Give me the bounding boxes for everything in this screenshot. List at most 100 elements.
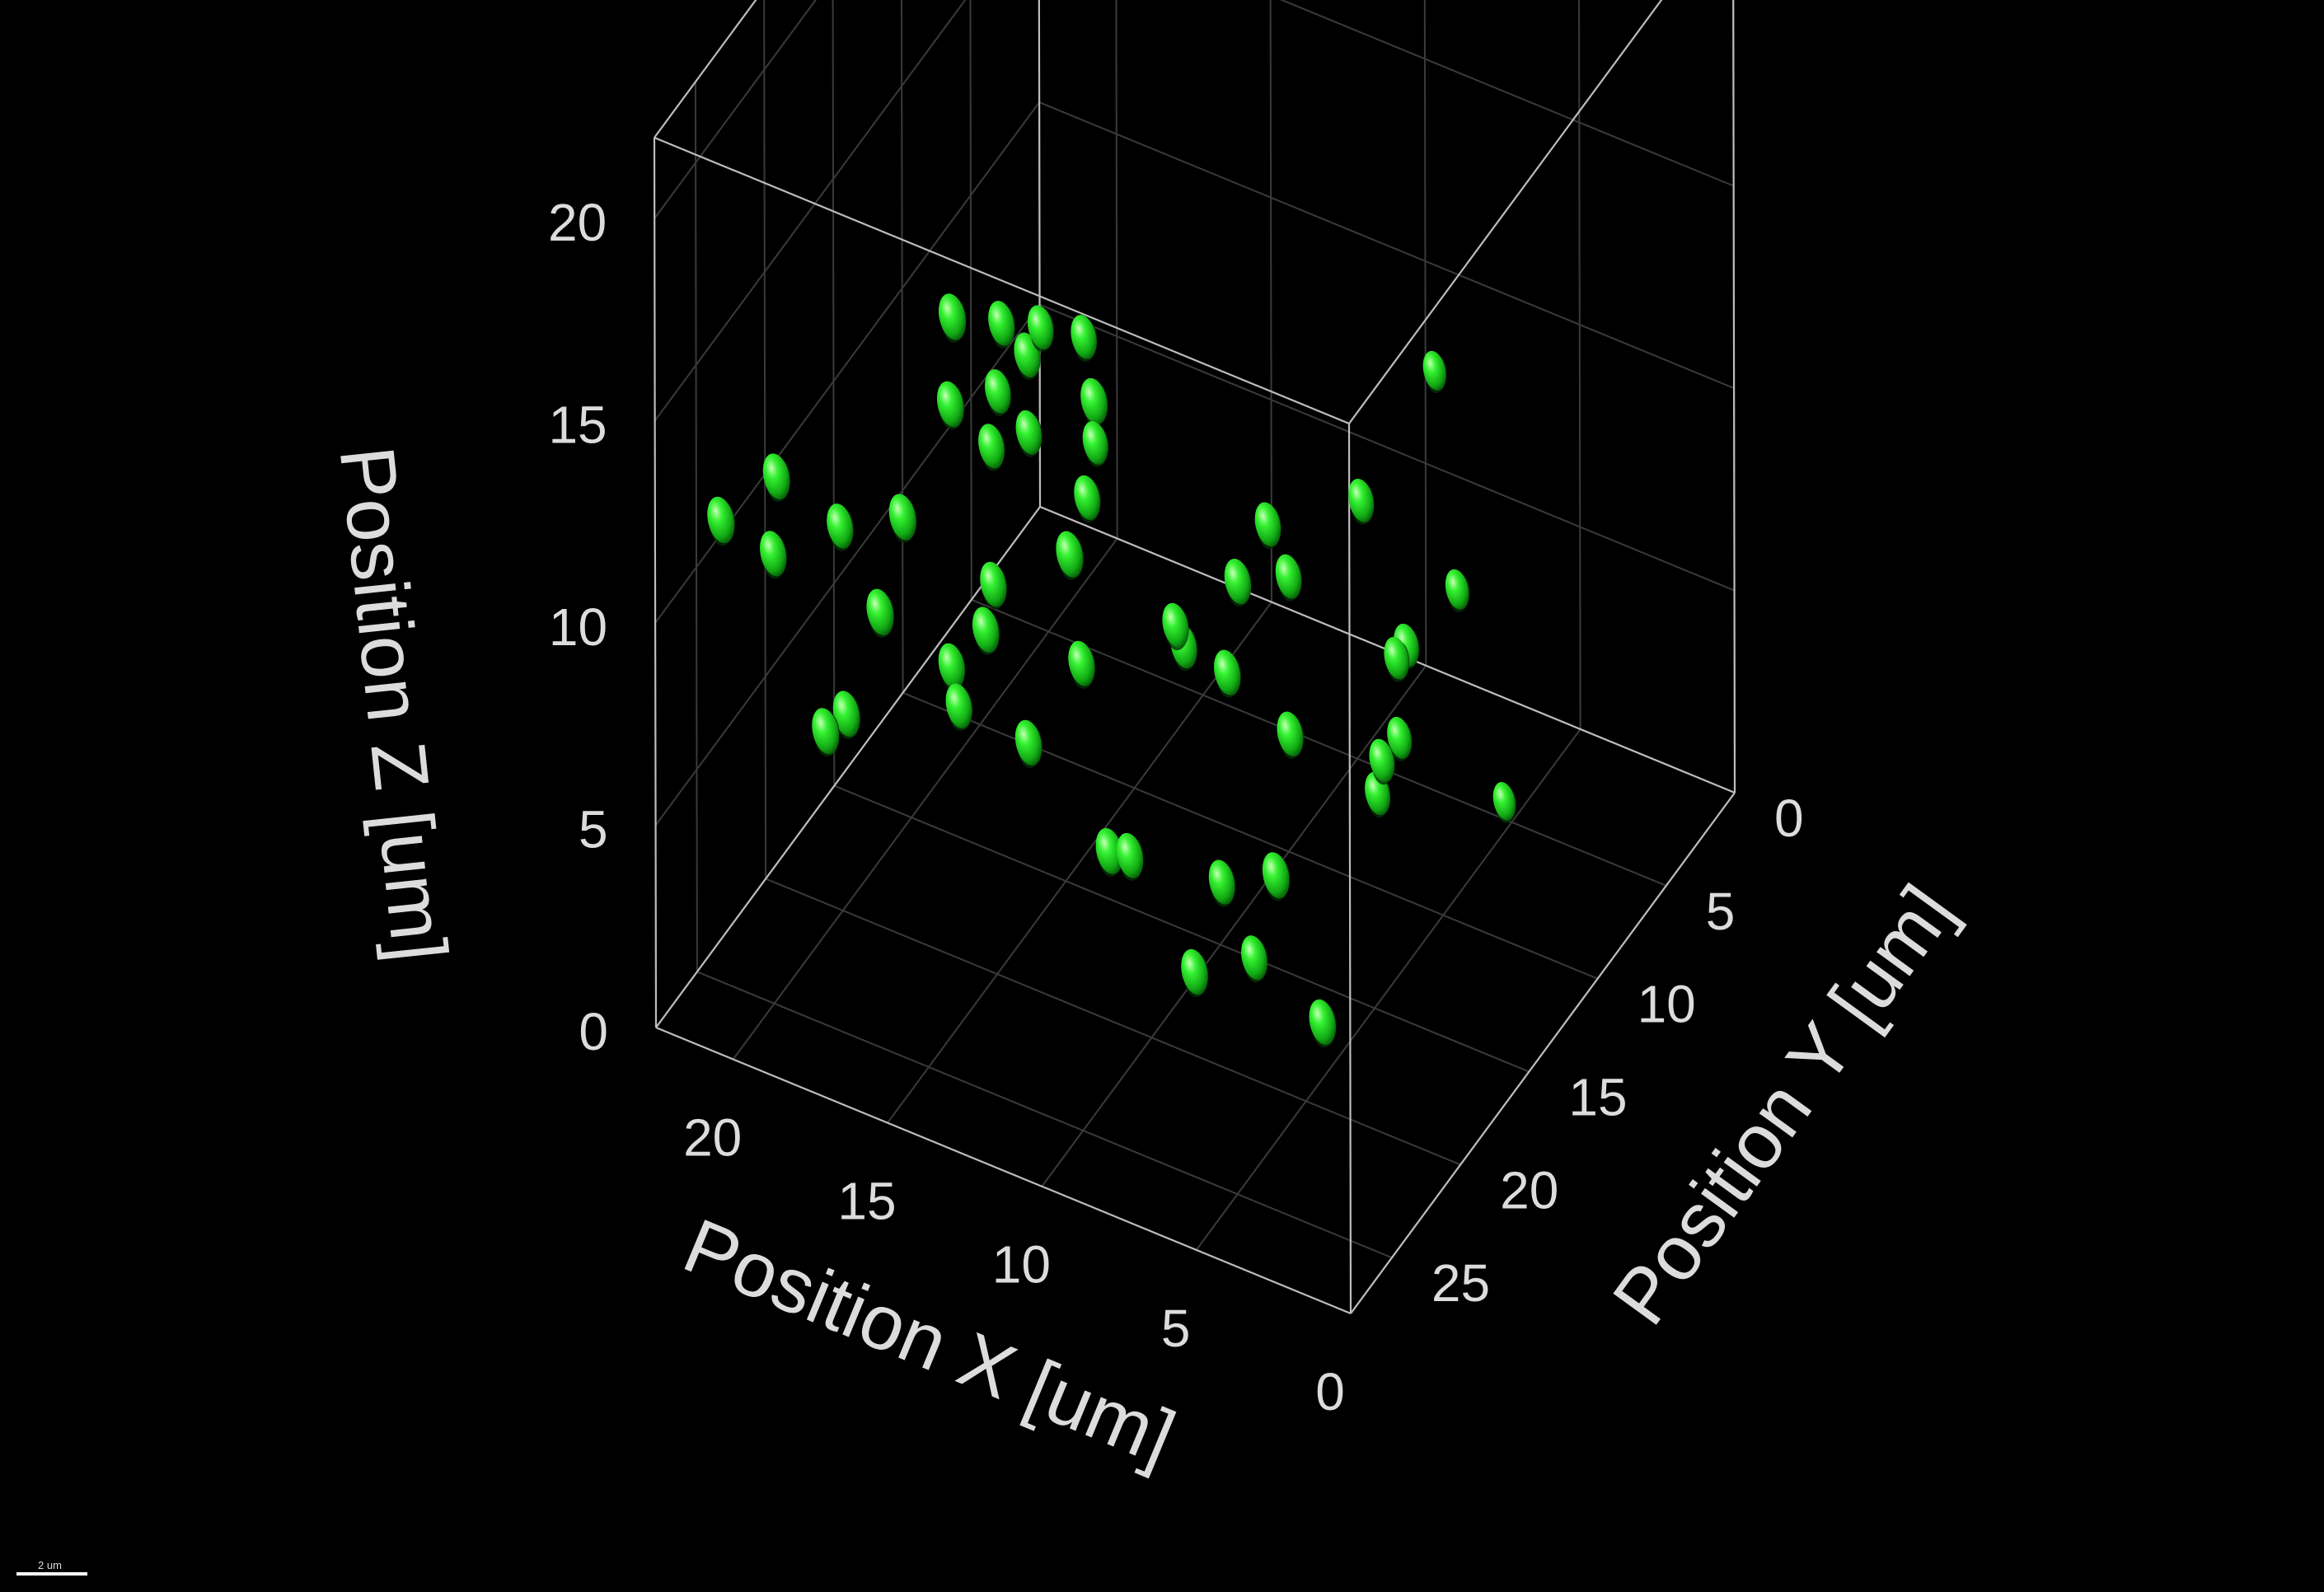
grid-line-back-x: [1115, 0, 1118, 539]
y-tick-label: 25: [1431, 1253, 1490, 1313]
box-edge: [655, 1026, 1352, 1315]
x-tick-label: 5: [1161, 1299, 1191, 1358]
data-point-marker: [938, 293, 967, 340]
data-point-marker: [978, 424, 1005, 469]
scale-bar: 2 um: [16, 1559, 87, 1576]
data-point-marker: [1348, 478, 1375, 522]
data-point-25: [1080, 377, 1108, 427]
data-point-3: [812, 708, 840, 757]
data-point-0: [760, 531, 787, 579]
data-point-7: [888, 494, 917, 543]
grid-line-floor-x: [1041, 665, 1427, 1187]
data-points: [707, 293, 1516, 1048]
data-point-22: [1082, 421, 1109, 467]
data-point-marker: [1116, 832, 1144, 878]
data-point-marker: [1162, 602, 1189, 649]
data-point-12: [938, 293, 967, 343]
grid-line-side-y: [694, 82, 698, 972]
data-point-marker: [1082, 421, 1108, 465]
y-tick-label: 10: [1638, 975, 1696, 1034]
data-point-marker: [707, 496, 735, 544]
data-point-44: [1384, 636, 1410, 682]
data-point-17: [972, 606, 1000, 656]
data-point-20: [984, 369, 1012, 416]
z-tick-label: 10: [549, 597, 607, 657]
data-point-marker: [984, 369, 1011, 414]
grid-line-back-z: [1039, 303, 1735, 592]
data-point-marker: [1068, 640, 1095, 686]
data-point-43: [1369, 738, 1395, 785]
data-point-marker: [1275, 554, 1302, 599]
data-point-4: [832, 691, 860, 740]
data-point-33: [1213, 649, 1241, 698]
data-point-marker: [1369, 738, 1395, 783]
data-point-39: [1348, 478, 1375, 525]
grid-line-back-x: [1269, 0, 1272, 602]
data-point-34: [1241, 935, 1268, 983]
data-point-13: [980, 561, 1007, 610]
data-point-9: [945, 683, 973, 732]
data-point-47: [1445, 569, 1470, 612]
data-point-21: [1071, 315, 1098, 362]
grid-line-floor-x: [1195, 728, 1581, 1251]
data-point-10: [936, 381, 965, 430]
grid-line-side-z: [654, 0, 967, 422]
data-point-marker: [1492, 781, 1516, 821]
scale-bar-label: 2 um: [38, 1559, 62, 1571]
y-tick-label: 5: [1706, 882, 1736, 941]
data-point-23: [1074, 475, 1101, 523]
data-point-15: [988, 301, 1015, 349]
grid-line-back-z: [1038, 101, 1735, 390]
grid-line-floor-y: [833, 784, 1530, 1073]
box-edge: [655, 506, 1041, 1028]
data-point-marker: [1277, 711, 1304, 757]
data-point-marker: [888, 494, 916, 541]
data-point-marker: [1254, 502, 1281, 547]
data-point-28: [1116, 832, 1144, 881]
z-tick-label: 20: [548, 193, 607, 252]
data-point-31: [1181, 948, 1209, 998]
data-point-45: [1387, 716, 1413, 761]
data-point-marker: [1422, 350, 1446, 391]
data-point-5: [827, 503, 854, 551]
data-point-marker: [1208, 859, 1235, 905]
box-edge: [1732, 0, 1736, 794]
data-point-marker: [988, 301, 1015, 346]
data-point-49: [1422, 350, 1447, 394]
data-point-26: [1056, 531, 1084, 580]
data-point-marker: [1071, 315, 1097, 359]
data-point-marker: [1080, 377, 1108, 424]
bounding-box: [653, 0, 1736, 1315]
grid-line-side-z: [654, 0, 817, 219]
data-point-1: [707, 496, 735, 546]
data-point-marker: [832, 691, 860, 737]
data-point-16: [1027, 305, 1054, 353]
data-point-32: [1208, 859, 1236, 907]
grid-line-floor-x: [887, 602, 1272, 1124]
data-point-6: [866, 588, 895, 639]
data-point-marker: [1027, 305, 1054, 350]
data-point-40: [1262, 852, 1291, 901]
grid-line-floor-y: [765, 878, 1461, 1166]
data-point-18: [1014, 719, 1043, 769]
box-edge: [654, 136, 1350, 425]
x-tick-label: 0: [1315, 1362, 1345, 1421]
data-point-marker: [972, 606, 1000, 653]
grid-line-side-z: [654, 303, 1041, 826]
data-point-marker: [866, 588, 894, 636]
box-edge: [1348, 0, 1663, 424]
data-point-marker: [980, 561, 1007, 607]
data-point-marker: [1014, 719, 1043, 766]
grid-line-side-y: [901, 0, 904, 693]
data-point-11: [978, 424, 1005, 471]
grid-line-back-x: [1423, 0, 1427, 666]
z-tick-label: 0: [579, 1002, 608, 1061]
y-tick-label: 0: [1774, 789, 1804, 848]
data-point-marker: [1262, 852, 1290, 899]
grid-line-side-y: [969, 0, 972, 600]
data-point-marker: [1181, 948, 1208, 995]
grid-line-back-z: [1279, 0, 1735, 187]
box-edge: [1347, 423, 1352, 1314]
data-point-marker: [1095, 827, 1123, 874]
